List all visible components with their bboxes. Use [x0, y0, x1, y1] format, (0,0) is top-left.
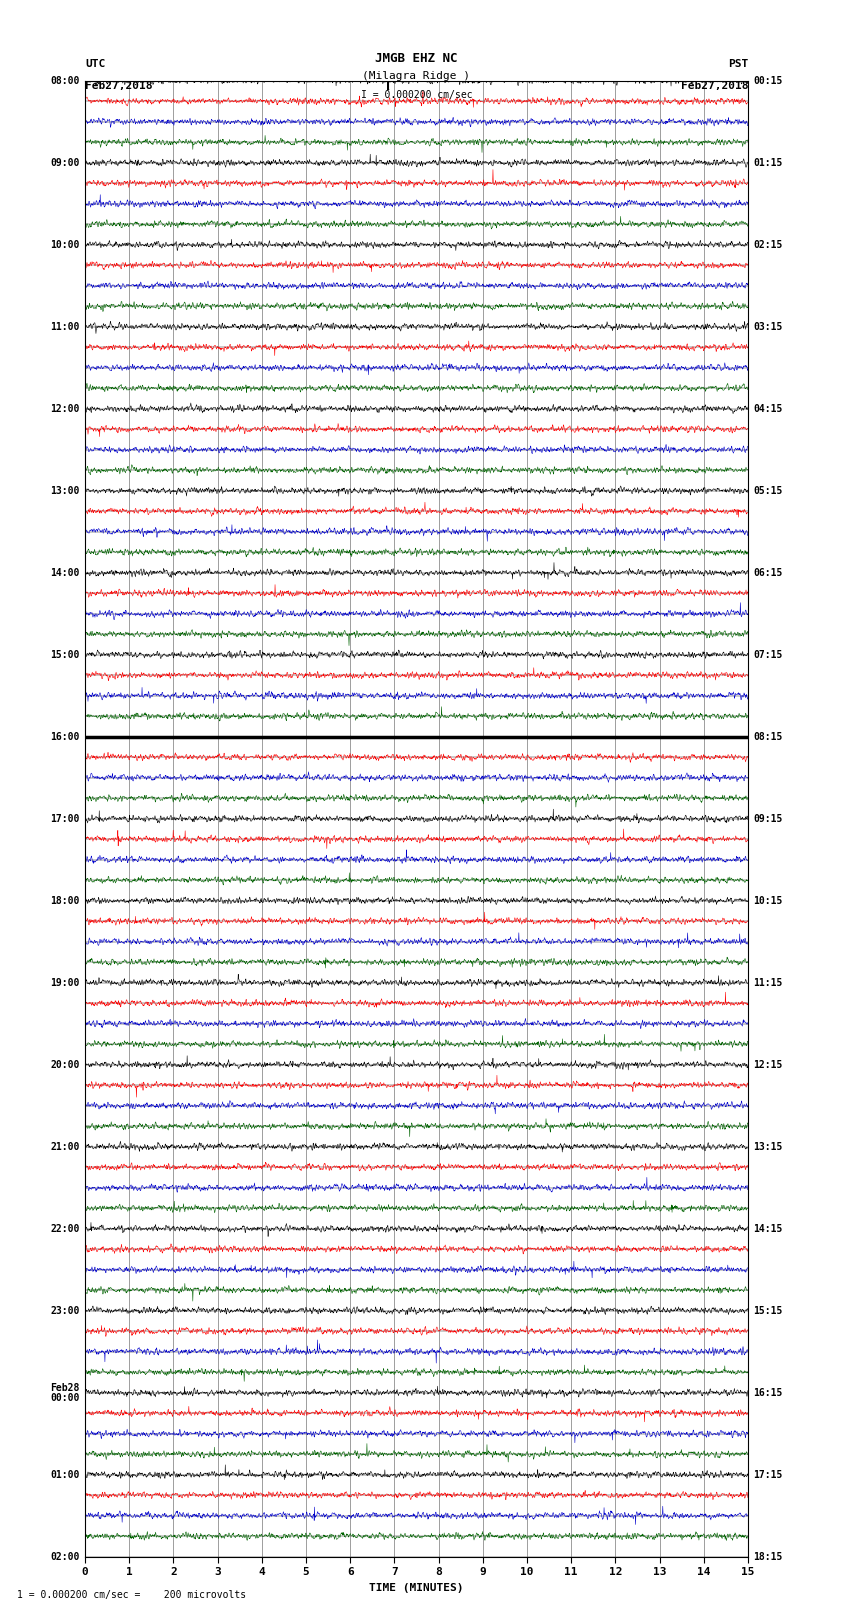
- X-axis label: TIME (MINUTES): TIME (MINUTES): [369, 1582, 464, 1592]
- Text: 06:15: 06:15: [753, 568, 783, 577]
- Text: 12:15: 12:15: [753, 1060, 783, 1069]
- Text: 19:00: 19:00: [50, 977, 80, 987]
- Text: 00:15: 00:15: [753, 76, 783, 85]
- Text: (Milagra Ridge ): (Milagra Ridge ): [362, 71, 471, 81]
- Text: 21:00: 21:00: [50, 1142, 80, 1152]
- Text: 18:15: 18:15: [753, 1552, 783, 1561]
- Text: 10:15: 10:15: [753, 895, 783, 905]
- Text: 02:15: 02:15: [753, 240, 783, 250]
- Text: 23:00: 23:00: [50, 1305, 80, 1316]
- Text: 13:15: 13:15: [753, 1142, 783, 1152]
- Text: 15:00: 15:00: [50, 650, 80, 660]
- Text: 15:15: 15:15: [753, 1305, 783, 1316]
- Text: 18:00: 18:00: [50, 895, 80, 905]
- Text: 11:15: 11:15: [753, 977, 783, 987]
- Text: 09:00: 09:00: [50, 158, 80, 168]
- Text: 01:15: 01:15: [753, 158, 783, 168]
- Text: 22:00: 22:00: [50, 1224, 80, 1234]
- Text: 08:15: 08:15: [753, 732, 783, 742]
- Text: 12:00: 12:00: [50, 403, 80, 413]
- Text: 01:00: 01:00: [50, 1469, 80, 1479]
- Text: 00:00: 00:00: [50, 1392, 80, 1403]
- Text: 16:15: 16:15: [753, 1387, 783, 1397]
- Text: I = 0.000200 cm/sec: I = 0.000200 cm/sec: [360, 90, 473, 100]
- Text: 02:00: 02:00: [50, 1552, 80, 1561]
- Text: Feb28: Feb28: [50, 1382, 80, 1392]
- Text: 13:00: 13:00: [50, 486, 80, 495]
- Text: 16:00: 16:00: [50, 732, 80, 742]
- Text: 1 = 0.000200 cm/sec =    200 microvolts: 1 = 0.000200 cm/sec = 200 microvolts: [17, 1590, 246, 1600]
- Text: 11:00: 11:00: [50, 321, 80, 332]
- Text: 14:15: 14:15: [753, 1224, 783, 1234]
- Text: Feb27,2018: Feb27,2018: [85, 81, 152, 90]
- Text: 08:00: 08:00: [50, 76, 80, 85]
- Text: PST: PST: [728, 60, 748, 69]
- Text: Feb27,2018: Feb27,2018: [681, 81, 748, 90]
- Text: 17:00: 17:00: [50, 813, 80, 824]
- Text: 17:15: 17:15: [753, 1469, 783, 1479]
- Text: 14:00: 14:00: [50, 568, 80, 577]
- Text: 09:15: 09:15: [753, 813, 783, 824]
- Text: 07:15: 07:15: [753, 650, 783, 660]
- Text: 20:00: 20:00: [50, 1060, 80, 1069]
- Text: JMGB EHZ NC: JMGB EHZ NC: [375, 52, 458, 65]
- Text: 10:00: 10:00: [50, 240, 80, 250]
- Text: 04:15: 04:15: [753, 403, 783, 413]
- Text: UTC: UTC: [85, 60, 105, 69]
- Text: 03:15: 03:15: [753, 321, 783, 332]
- Text: 05:15: 05:15: [753, 486, 783, 495]
